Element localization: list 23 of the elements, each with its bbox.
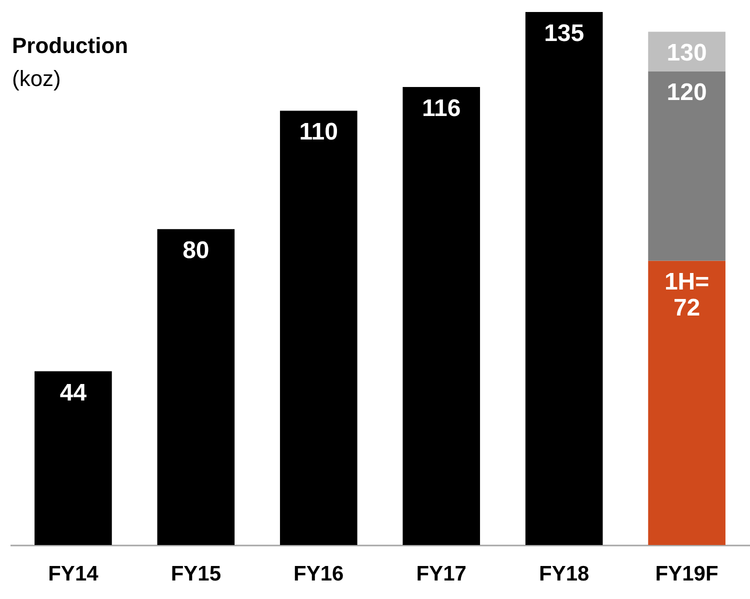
x-tick-label: FY15: [170, 562, 222, 586]
bar: [648, 71, 726, 261]
data-label: 110: [299, 118, 338, 146]
bar: [34, 371, 112, 545]
bar: [157, 229, 235, 545]
data-label: 116: [422, 95, 461, 122]
bar: [648, 260, 726, 545]
bar: [525, 12, 603, 545]
annotation: 130: [666, 40, 707, 67]
annotation: 120: [666, 79, 707, 106]
x-tick-label: FY16: [294, 562, 344, 586]
x-tick-label: FY18: [538, 562, 590, 586]
data-label: 1H= 72: [664, 268, 710, 322]
text: Production: [12, 33, 128, 59]
x-tick-label: FY19F: [655, 562, 718, 586]
x-tick-label: FY17: [416, 562, 466, 586]
data-label: 44: [60, 379, 88, 406]
data-label: 80: [182, 237, 210, 264]
x-tick-label: FY14: [48, 562, 99, 586]
bar: [280, 110, 358, 545]
text: (koz): [12, 66, 61, 92]
data-label: 135: [544, 20, 584, 47]
bar: [402, 87, 480, 545]
